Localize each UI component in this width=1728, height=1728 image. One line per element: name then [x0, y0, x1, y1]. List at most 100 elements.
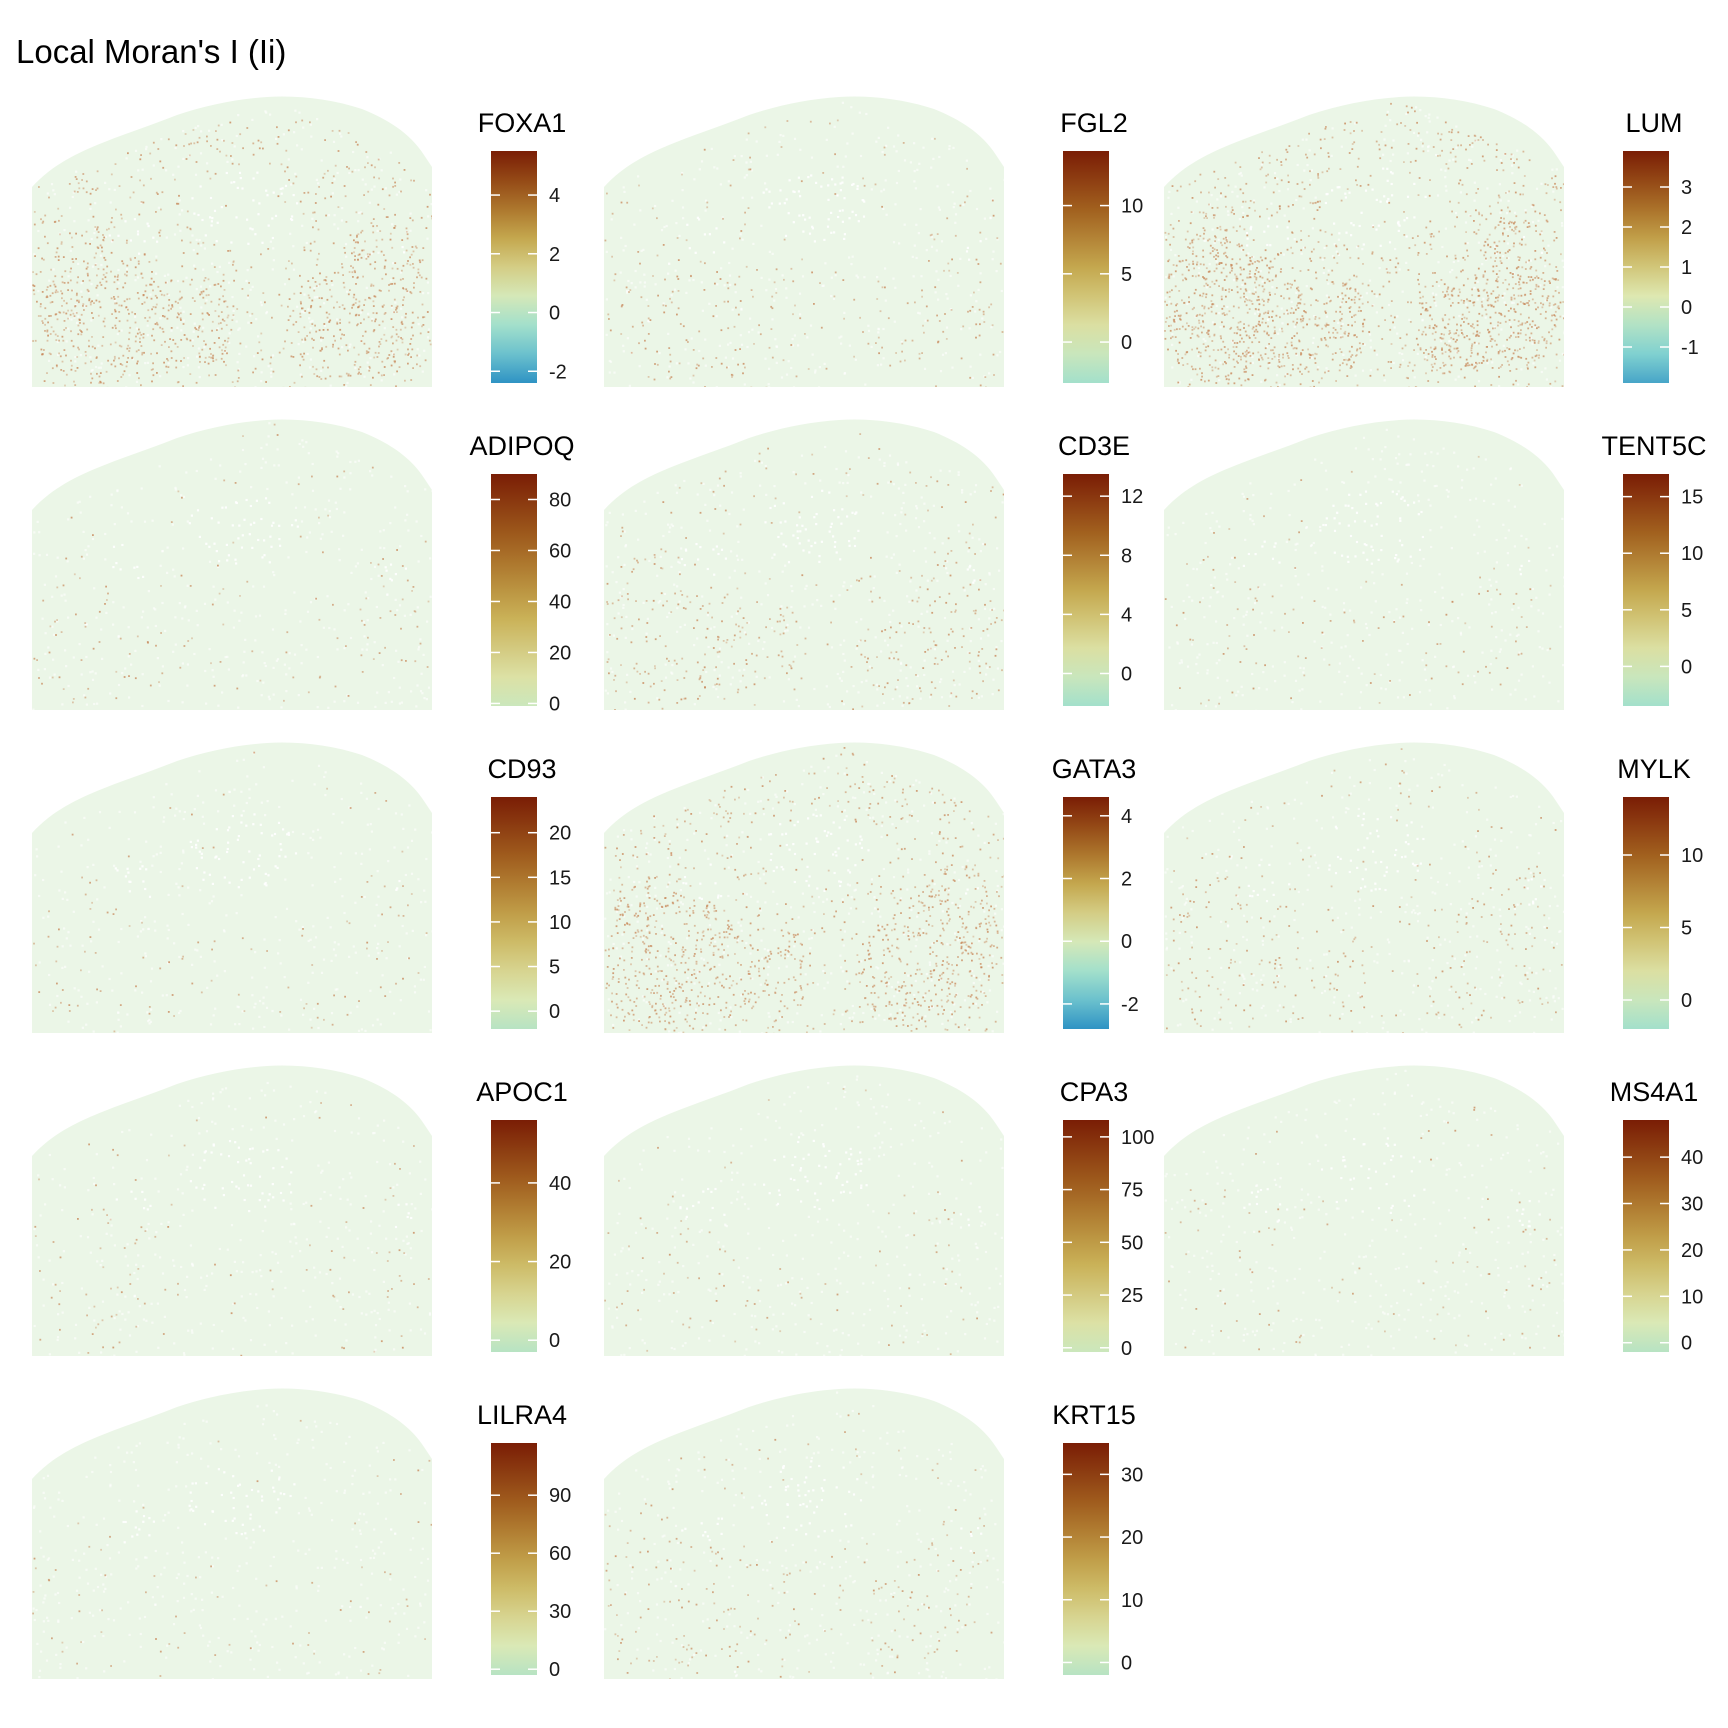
colorbar [1063, 1120, 1109, 1352]
facet-panel-svg: FGL2 0 5 10 [604, 96, 1143, 387]
colorbar-tick-label: 0 [549, 303, 560, 325]
tissue-background [604, 742, 1004, 1033]
facet-panel: LILRA4 0 30 60 90 [32, 1387, 602, 1697]
tissue-map [604, 419, 1004, 710]
colorbar-tick-label: 40 [1681, 1147, 1703, 1169]
facet-panel-svg: LUM -1 0 1 2 3 [1164, 96, 1699, 387]
colorbar-tick-label: 12 [1121, 486, 1143, 508]
facet-panel: GATA3 -2 0 2 4 [604, 741, 1174, 1051]
tissue-map [1164, 419, 1564, 710]
tissue-cells [32, 109, 432, 387]
facet-panel: MYLK 0 5 10 [1164, 741, 1728, 1051]
colorbar-tick-label: 0 [1681, 656, 1692, 678]
facet-panel: MS4A1 0 10 20 30 40 [1164, 1064, 1728, 1374]
colorbar-tick-label: 60 [549, 540, 571, 562]
tissue-cells [604, 747, 1004, 1033]
colorbar-tick-label: 20 [549, 823, 571, 845]
tissue-cells [32, 1404, 432, 1679]
facet-panel-svg: KRT15 0 10 20 30 [604, 1388, 1143, 1679]
tissue-background [32, 419, 432, 710]
facet-panel: CD3E 0 4 8 12 [604, 418, 1174, 728]
colorbar-tick-label: 4 [549, 185, 560, 207]
facet-panel: APOC1 0 20 40 [32, 1064, 602, 1374]
colorbar-tick-label: 0 [1681, 1333, 1692, 1355]
legend-title: MYLK [1617, 754, 1691, 784]
legend-title: GATA3 [1052, 754, 1137, 784]
colorbar-tick-label: 0 [1121, 663, 1132, 685]
colorbar-tick-label: 20 [549, 1252, 571, 1274]
facet-panel-svg: CPA3 0 25 50 75 100 [604, 1065, 1154, 1360]
colorbar-tick-label: 3 [1681, 177, 1692, 199]
tissue-cells [1164, 428, 1564, 710]
facet-panel: FOXA1 -2 0 2 4 [32, 95, 602, 405]
tissue-cells [604, 1075, 1004, 1356]
colorbar-tick-label: 8 [1121, 545, 1132, 567]
colorbar-tick-label: 5 [1121, 264, 1132, 286]
tissue-background [604, 1065, 1004, 1356]
legend-title: TENT5C [1601, 431, 1706, 461]
legend-title: FGL2 [1060, 108, 1128, 138]
facet-panel-svg: CD3E 0 4 8 12 [604, 419, 1143, 710]
tissue-map [32, 96, 432, 387]
colorbar-tick-label: 60 [549, 1543, 571, 1565]
facet-panel: FGL2 0 5 10 [604, 95, 1174, 405]
tissue-background [604, 96, 1004, 387]
colorbar [1063, 797, 1109, 1029]
tissue-cells [604, 101, 1004, 387]
tissue-map [1164, 1065, 1564, 1356]
legend-title: CD93 [487, 754, 556, 784]
tissue-map [1164, 742, 1564, 1033]
tissue-background [604, 1388, 1004, 1679]
tissue-background [32, 1388, 432, 1679]
facet-panel-svg: TENT5C 0 5 10 15 [1164, 419, 1707, 710]
colorbar-tick-label: 20 [1121, 1527, 1143, 1549]
colorbar-tick-label: 5 [1681, 918, 1692, 940]
colorbar [491, 474, 537, 706]
tissue-cells [1164, 748, 1564, 1033]
colorbar [1623, 474, 1669, 706]
colorbar-tick-label: 0 [1681, 297, 1692, 319]
tissue-map [32, 742, 432, 1033]
colorbar [1063, 474, 1109, 706]
legend-title: CD3E [1058, 431, 1130, 461]
facet-panel-svg: GATA3 -2 0 2 4 [604, 742, 1139, 1033]
colorbar-tick-label: 2 [1121, 869, 1132, 891]
colorbar-tick-label: 75 [1121, 1180, 1143, 1202]
tissue-map [604, 1065, 1004, 1356]
colorbar-tick-label: 2 [1681, 217, 1692, 239]
colorbar-tick-label: 25 [1121, 1285, 1143, 1307]
tissue-cells [32, 422, 432, 710]
tissue-cells [604, 433, 1004, 710]
colorbar-tick-label: 0 [1121, 332, 1132, 354]
colorbar-tick-label: 40 [549, 1173, 571, 1195]
colorbar-tick-label: 0 [549, 693, 560, 715]
facet-panel: LUM -1 0 1 2 3 [1164, 95, 1728, 405]
colorbar-tick-label: 30 [1681, 1194, 1703, 1216]
legend-title: LILRA4 [477, 1400, 567, 1430]
colorbar-tick-label: 10 [1121, 196, 1143, 218]
colorbar-tick-label: 0 [549, 1330, 560, 1352]
colorbar [491, 797, 537, 1029]
legend-title: KRT15 [1052, 1400, 1136, 1430]
tissue-background [1164, 1065, 1564, 1356]
facet-panel-svg: MYLK 0 5 10 [1164, 742, 1703, 1033]
facet-panel: ADIPOQ 0 20 40 60 80 [32, 418, 602, 728]
tissue-background [1164, 419, 1564, 710]
colorbar-tick-label: 80 [549, 489, 571, 511]
tissue-map [604, 742, 1004, 1033]
tissue-cells [1164, 1069, 1564, 1356]
tissue-cells [33, 1081, 432, 1356]
colorbar [491, 1120, 537, 1352]
tissue-background [1164, 96, 1564, 387]
colorbar-tick-label: 0 [1121, 931, 1132, 953]
colorbar-tick-label: 5 [549, 957, 560, 979]
tissue-map [32, 419, 432, 710]
legend-title: CPA3 [1060, 1077, 1129, 1107]
colorbar-tick-label: 15 [549, 867, 571, 889]
colorbar-tick-label: 10 [1681, 1286, 1703, 1308]
colorbar-tick-label: 15 [1681, 487, 1703, 509]
colorbar-tick-label: 40 [549, 591, 571, 613]
colorbar-tick-label: 5 [1681, 600, 1692, 622]
colorbar-tick-label: 20 [1681, 1240, 1703, 1262]
